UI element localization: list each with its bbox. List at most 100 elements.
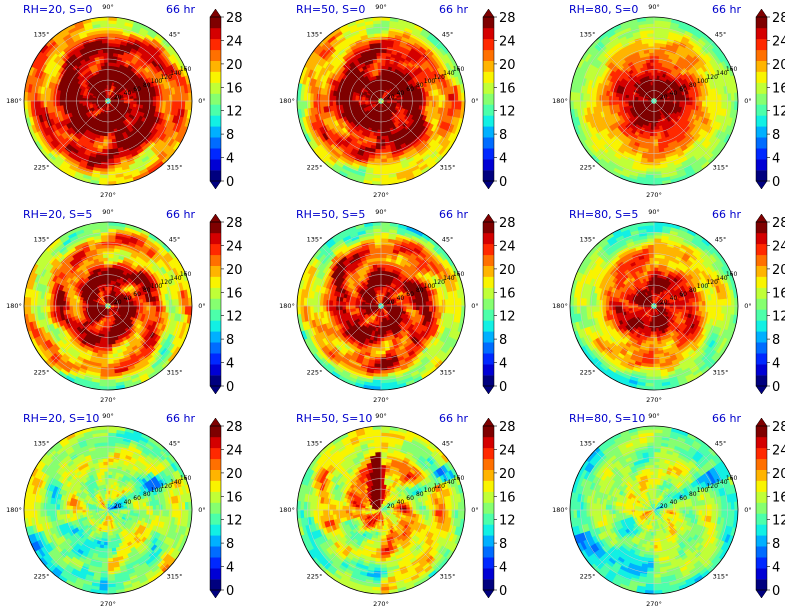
colorbar-segment — [756, 17, 767, 29]
contour-cell — [103, 139, 109, 144]
contour-cell — [380, 152, 388, 157]
contour-cell — [62, 100, 67, 107]
contour-cell — [653, 55, 660, 60]
contour-cell — [666, 100, 671, 104]
contour-cell — [695, 95, 700, 102]
colorbar-tick-label: 8 — [499, 128, 507, 143]
radial-tick-label: 160 — [726, 66, 738, 73]
contour-cell — [422, 95, 427, 102]
contour-cell — [65, 100, 70, 106]
contour-cell — [649, 65, 655, 70]
contour-cell — [78, 97, 83, 102]
contour-cell — [39, 100, 45, 109]
contour-cell — [171, 93, 177, 102]
angle-tick-label: 0° — [471, 97, 478, 105]
angle-tick-label: 135° — [580, 31, 596, 39]
contour-cell — [705, 100, 710, 108]
panel-time-label: 66 hr — [439, 3, 468, 16]
contour-cell — [102, 55, 109, 60]
colorbar-segment — [210, 137, 221, 149]
contour-cell — [312, 100, 318, 109]
colorbar-tick-label: 20 — [226, 58, 243, 73]
colorbar-segment — [483, 71, 494, 83]
colorbar-segment — [483, 27, 494, 40]
contour-cell — [159, 94, 164, 102]
contour-cell — [312, 93, 318, 102]
contour-cell — [380, 71, 385, 76]
angle-tick-label: 45° — [442, 31, 454, 39]
contour-cell — [72, 100, 77, 106]
colorbar-tick-label: 12 — [772, 105, 785, 120]
contour-cell — [377, 123, 382, 128]
contour-cell — [375, 145, 382, 150]
contour-cell — [698, 95, 703, 102]
contour-cell — [444, 93, 450, 102]
contour-cell — [653, 148, 660, 154]
radial-tick-label: 60 — [679, 86, 687, 93]
colorbar-max-extension — [209, 8, 222, 18]
contour-cell — [100, 164, 109, 170]
angular-grid-line — [48, 100, 109, 161]
radial-tick-label: 60 — [406, 86, 414, 93]
angle-tick-label: 45° — [169, 31, 181, 39]
radial-tick-label: 60 — [133, 86, 141, 93]
contour-cell — [68, 96, 74, 102]
contour-cell — [104, 126, 109, 131]
contour-cell — [412, 100, 417, 106]
contour-cell — [103, 65, 109, 70]
radial-tick-label: 40 — [124, 90, 132, 97]
contour-cell — [133, 100, 138, 105]
contour-cell — [159, 100, 164, 108]
contour-cell — [375, 48, 382, 54]
colorbar-segment — [210, 17, 221, 29]
contour-cell — [55, 95, 61, 102]
contour-cell — [669, 100, 674, 104]
contour-cell — [103, 135, 109, 141]
colorbar-segment — [756, 27, 767, 40]
contour-cell — [685, 96, 690, 102]
contour-cell — [107, 58, 113, 63]
contour-cell — [653, 65, 659, 70]
contour-cell — [409, 100, 414, 105]
contour-cell — [611, 96, 616, 102]
contour-cell — [647, 45, 655, 50]
contour-cell — [328, 95, 334, 102]
contour-cell — [653, 48, 660, 54]
contour-cell — [149, 95, 154, 102]
contour-cell — [428, 95, 434, 102]
contour-cell — [653, 58, 659, 63]
contour-cell — [611, 100, 616, 106]
colorbar-segment — [210, 159, 221, 171]
contour-cell — [107, 32, 116, 38]
contour-cell — [648, 142, 655, 147]
colorbar-tick-label: 16 — [226, 81, 243, 96]
angle-tick-label: 315° — [713, 164, 729, 172]
contour-cell — [705, 94, 710, 102]
colorbar-segment — [483, 159, 494, 171]
contour-cell — [103, 132, 109, 137]
colorbar-segment — [483, 126, 494, 138]
contour-cell — [376, 135, 382, 141]
contour-cell — [146, 100, 151, 106]
contour-cell — [380, 74, 385, 79]
contour-cell — [601, 100, 607, 107]
colorbar-segment — [483, 137, 494, 149]
contour-cell — [81, 97, 86, 102]
angle-tick-label: 45° — [715, 31, 727, 39]
colorbar-segment — [210, 60, 221, 72]
radial-tick-label: 160 — [453, 66, 465, 73]
colorbar-tick-label: 24 — [499, 34, 516, 49]
colorbar-max-extension — [755, 8, 768, 18]
contour-cell — [698, 100, 703, 107]
colorbar-tick-label: 20 — [499, 58, 516, 73]
contour-cell — [648, 48, 655, 54]
contour-cell — [107, 45, 115, 50]
contour-cell — [171, 100, 177, 109]
contour-cell — [102, 148, 109, 154]
colorbar-tick-label: 8 — [772, 128, 780, 143]
colorbar-segment — [756, 82, 767, 94]
angle-tick-label: 135° — [34, 31, 50, 39]
contour-cell — [328, 100, 334, 107]
contour-cell — [338, 100, 343, 106]
contour-cell — [419, 100, 424, 106]
